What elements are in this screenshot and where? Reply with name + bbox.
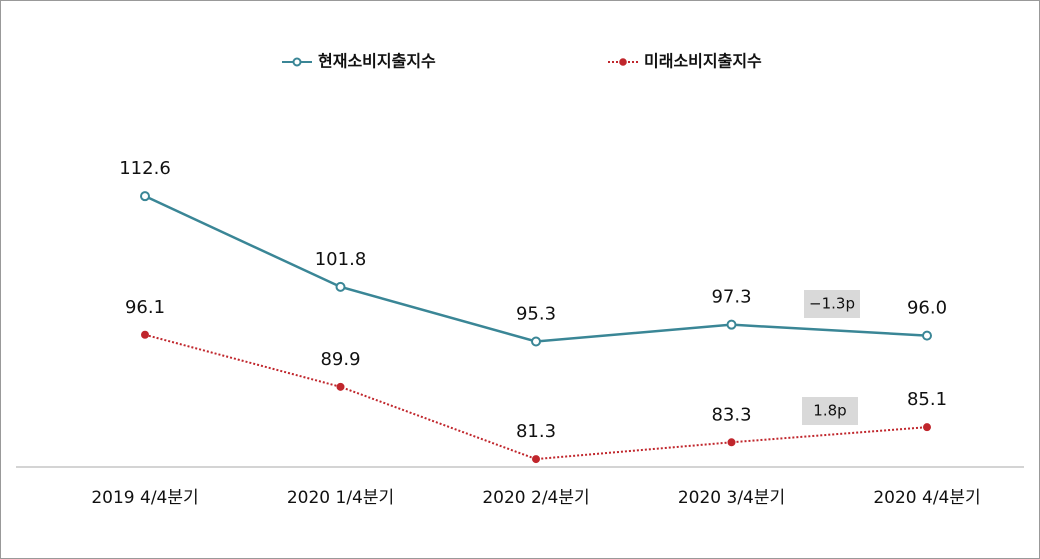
point <box>140 191 150 202</box>
point <box>726 319 737 330</box>
legend-label: 현재소비지출지수 <box>318 52 436 71</box>
point <box>923 423 931 432</box>
point <box>141 330 149 339</box>
point <box>335 281 346 292</box>
data-label: 81.3 <box>516 421 556 442</box>
data-label: 97.3 <box>711 287 751 308</box>
series-line <box>144 333 928 461</box>
point <box>336 382 345 391</box>
data-label: 83.3 <box>711 404 751 425</box>
x-tick-label: 2020 1/4분기 <box>287 488 394 508</box>
point <box>727 438 736 447</box>
annotation: −1.3p <box>809 295 855 313</box>
annotation: 1.8p <box>813 402 846 420</box>
x-tick-label: 2020 3/4분기 <box>678 488 785 508</box>
x-tick-label: 2020 4/4분기 <box>873 488 980 508</box>
data-label: 95.3 <box>516 303 556 324</box>
x-tick-label: 2020 2/4분기 <box>482 488 589 508</box>
data-label: 112.6 <box>119 158 171 179</box>
legend-marker <box>619 58 627 66</box>
point <box>531 336 541 347</box>
point <box>532 455 540 464</box>
legend-marker <box>292 57 302 67</box>
data-label: 96.0 <box>907 298 947 319</box>
data-label: 101.8 <box>315 249 367 270</box>
legend-label: 미래소비지출지수 <box>644 52 762 71</box>
data-label: 85.1 <box>907 389 947 410</box>
annotation-box <box>802 397 858 425</box>
x-tick-label: 2019 4/4분기 <box>91 488 198 508</box>
data-label: 96.1 <box>125 297 165 318</box>
point <box>922 330 932 341</box>
annotation-box <box>804 290 860 318</box>
data-label: 89.9 <box>320 349 360 370</box>
